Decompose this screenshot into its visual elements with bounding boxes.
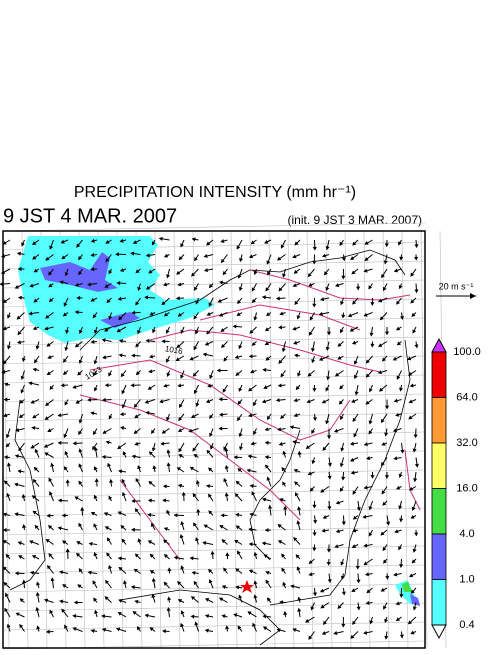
colorbar-segment: [432, 443, 446, 489]
colorbar-label: 16.0: [456, 482, 477, 494]
colorbar-segment: [432, 580, 446, 626]
colorbar-top: [432, 339, 446, 352]
wind-scale: 20 m s⁻¹: [436, 281, 476, 299]
map: 1016 1013: [0, 223, 446, 649]
colorbar-segment: [432, 398, 446, 444]
valid-time: 9 JST 4 MAR. 2007: [3, 205, 177, 227]
colorbar: 100.0 64.0 32.0 16.0 4.0 1.0 0.4: [432, 339, 481, 638]
colorbar-label: 1.0: [459, 573, 474, 585]
colorbar-segment: [432, 489, 446, 535]
wind-scale-arrowhead: [470, 293, 476, 299]
colorbar-segment: [432, 534, 446, 580]
colorbar-label: 64.0: [456, 391, 477, 403]
colorbar-label: 100.0: [453, 346, 481, 358]
colorbar-label: 0.4: [459, 619, 474, 631]
colorbar-bottom: [432, 625, 446, 638]
colorbar-segment: [432, 352, 446, 398]
colorbar-label: 32.0: [456, 437, 477, 449]
title: PRECIPITATION INTENSITY (mm hr⁻¹): [74, 184, 356, 201]
colorbar-label: 4.0: [459, 528, 474, 540]
wind-scale-label: 20 m s⁻¹: [439, 281, 474, 291]
